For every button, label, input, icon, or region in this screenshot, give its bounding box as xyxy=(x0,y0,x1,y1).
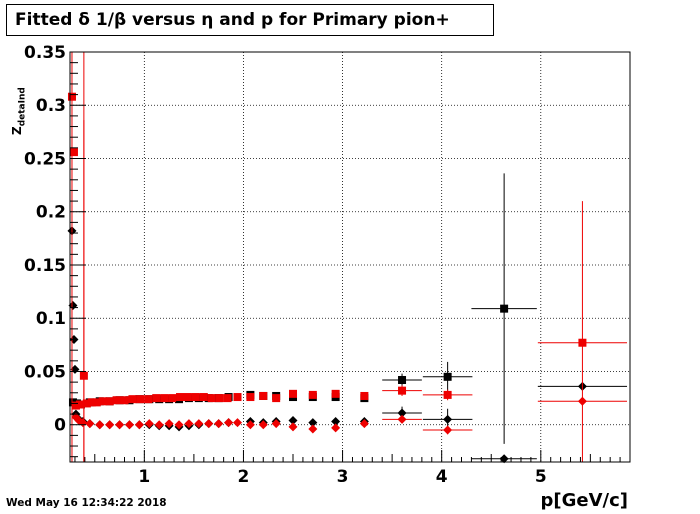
x-tick-label: 4 xyxy=(436,467,448,487)
square-marker xyxy=(207,394,216,403)
grid xyxy=(70,52,630,462)
square-marker xyxy=(233,393,242,402)
y-tick-label: 0.2 xyxy=(36,203,66,223)
x-tick-label: 1 xyxy=(138,467,150,487)
diamond-marker xyxy=(164,419,174,429)
square-marker xyxy=(168,394,177,403)
diamond-marker xyxy=(499,454,509,464)
y-tick-label: 0.05 xyxy=(24,362,66,382)
square-marker xyxy=(136,395,145,404)
diamond-marker xyxy=(271,419,281,429)
diamond-marker xyxy=(95,420,105,430)
y-tick-label: 0.25 xyxy=(24,149,66,169)
square-marker xyxy=(360,391,369,400)
y-axis-label-sub: detaInd xyxy=(17,87,28,127)
square-marker xyxy=(331,389,340,398)
x-tick-label: 5 xyxy=(535,467,547,487)
plot-frame xyxy=(69,51,631,463)
square-marker xyxy=(92,398,101,407)
square-marker xyxy=(443,372,452,381)
square-marker xyxy=(128,395,137,404)
diamond-marker xyxy=(443,414,453,424)
square-marker xyxy=(578,338,587,347)
square-marker xyxy=(443,390,452,399)
square-marker xyxy=(223,394,232,403)
diamond-marker xyxy=(397,414,407,424)
diamond-marker xyxy=(258,420,268,430)
square-marker xyxy=(199,393,208,402)
square-marker xyxy=(289,389,298,398)
diamond-marker xyxy=(308,424,318,434)
diamond-marker xyxy=(443,425,453,435)
y-tick-label: 0.3 xyxy=(36,96,66,116)
square-marker xyxy=(398,376,407,384)
diamond-marker xyxy=(245,420,255,430)
diamond-marker xyxy=(331,423,341,433)
square-marker xyxy=(82,399,91,408)
diamond-marker xyxy=(288,422,298,432)
square-marker xyxy=(105,397,114,406)
diamond-marker xyxy=(204,419,214,429)
datestamp: Wed May 16 12:34:22 2018 xyxy=(6,497,167,509)
chart-title: Fitted δ 1/β versus η and p for Primary … xyxy=(6,4,494,36)
axis-ticks: 1 2 3 4 5 0 0.05 0.1 0.15 0.2 0.25 0.3 0.35 xyxy=(24,43,631,487)
y-axis-label-main: Z xyxy=(10,126,24,135)
diamond-marker xyxy=(105,420,115,430)
square-marker xyxy=(272,394,281,403)
square-marker xyxy=(191,393,200,402)
square-marker xyxy=(144,395,153,404)
y-tick-label: 0.15 xyxy=(24,256,66,276)
diamond-marker xyxy=(308,418,318,428)
square-marker xyxy=(120,396,129,405)
y-tick-label: 0 xyxy=(54,416,66,436)
square-marker xyxy=(246,393,255,402)
diamond-marker xyxy=(154,420,164,430)
diamond-marker xyxy=(124,420,134,430)
diamond-marker xyxy=(359,419,369,429)
diamond-marker xyxy=(397,408,407,418)
square-marker xyxy=(112,396,121,405)
square-marker xyxy=(215,394,224,403)
diamond-marker xyxy=(288,415,298,425)
y-axis-label: ZdetaInd xyxy=(10,87,27,135)
diamond-marker xyxy=(174,420,184,430)
square-marker xyxy=(69,148,78,157)
square-marker xyxy=(75,400,84,409)
diamond-marker xyxy=(134,420,144,430)
diamond-marker xyxy=(577,396,587,406)
diamond-marker xyxy=(194,419,204,429)
diamond-marker xyxy=(115,420,125,430)
square-marker xyxy=(87,398,96,407)
square-marker xyxy=(259,391,268,400)
diamond-marker xyxy=(214,419,224,429)
square-marker xyxy=(98,397,107,406)
x-tick-label: 2 xyxy=(238,467,250,487)
x-axis-label: p[GeV/c] xyxy=(540,490,629,511)
square-marker xyxy=(308,390,317,399)
x-tick-label: 3 xyxy=(337,467,349,487)
square-marker xyxy=(183,393,192,402)
diamond-marker xyxy=(184,419,194,429)
y-tick-label: 0.1 xyxy=(36,309,66,329)
diamond-marker xyxy=(224,418,234,428)
square-marker xyxy=(176,393,185,402)
square-marker xyxy=(152,394,161,403)
diamond-marker xyxy=(144,419,154,429)
y-tick-label: 0.35 xyxy=(24,43,66,63)
square-marker xyxy=(160,394,169,403)
diamond-marker xyxy=(85,419,95,429)
square-marker xyxy=(500,304,509,313)
diamond-marker xyxy=(233,418,243,428)
square-marker xyxy=(398,386,407,395)
diamond-marker xyxy=(331,417,341,427)
data-marks xyxy=(67,52,628,464)
